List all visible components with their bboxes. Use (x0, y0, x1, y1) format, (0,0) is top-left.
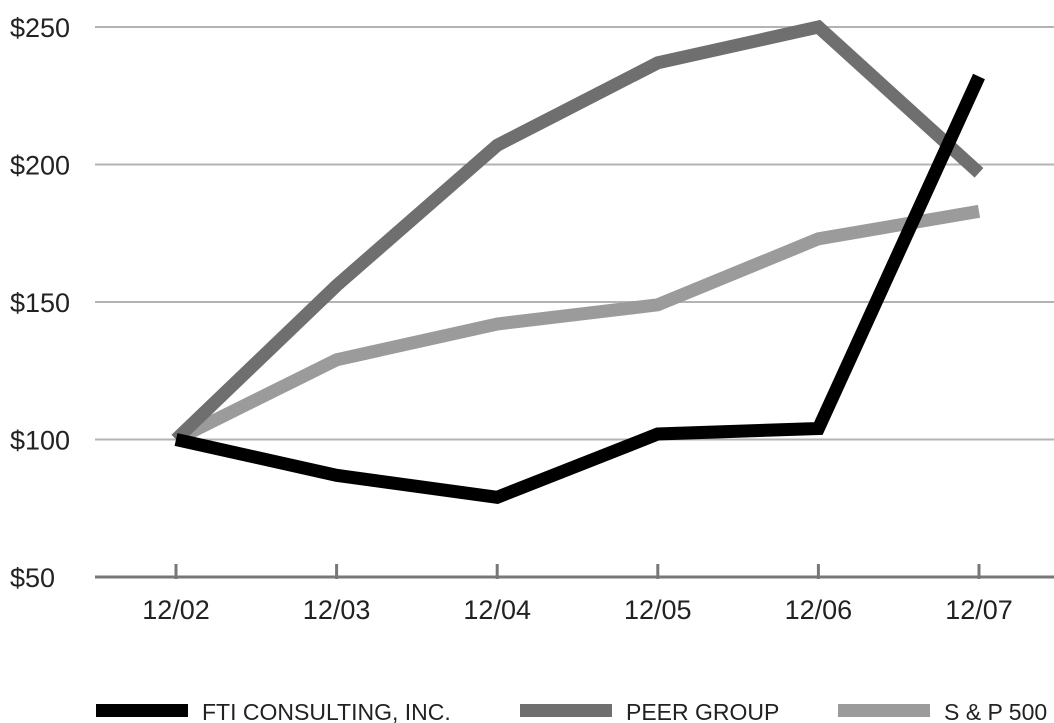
legend-swatch-s-p-500 (838, 704, 930, 717)
series-line-fti-consulting-inc (174, 73, 985, 504)
x-tick-label: 12/02 (142, 595, 210, 625)
series-line-peer-group (171, 19, 984, 445)
y-tick-label: $100 (10, 426, 70, 456)
series-lines (171, 19, 985, 504)
legend-label-s-p-500: S & P 500 (944, 699, 1047, 723)
legend-label-peer-group: PEER GROUP (626, 699, 779, 723)
gridlines (95, 26, 1054, 579)
series-line-s-p-500 (173, 204, 981, 446)
legend-label-fti-consulting-inc: FTI CONSULTING, INC. (202, 699, 451, 723)
y-tick-label: $50 (10, 563, 55, 593)
y-tick-label: $250 (10, 13, 70, 43)
x-axis: 12/02 12/03 12/04 12/05 12/06 12/07 (142, 564, 1013, 625)
x-tick-label: 12/05 (624, 595, 692, 625)
x-tick-label: 12/07 (945, 595, 1013, 625)
x-tick-label: 12/04 (463, 595, 531, 625)
y-tick-label: $150 (10, 288, 70, 318)
legend-swatch-fti-consulting-inc (96, 704, 188, 717)
x-tick-label: 12/06 (785, 595, 853, 625)
y-axis: $50 $100 $150 $200 $250 (10, 13, 70, 593)
y-tick-label: $200 (10, 151, 70, 181)
x-tick-label: 12/03 (303, 595, 371, 625)
legend: FTI CONSULTING, INC. PEER GROUP S & P 500 (96, 699, 1047, 723)
legend-swatch-peer-group (520, 704, 612, 717)
